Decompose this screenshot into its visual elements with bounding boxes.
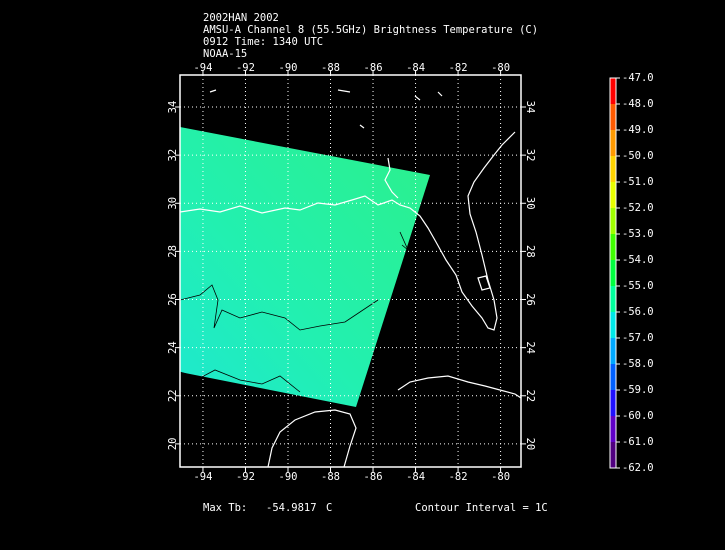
colorbar: -47.0 -48.0 -49.0 -50.0 -51.0 -52.0 -53.0 -54.0… [609,72,654,474]
colorbar-segment [610,338,616,364]
header-line: NOAA-15 [203,48,247,60]
lon-label: -80 [491,471,510,483]
lat-label: 34 [167,101,179,114]
lat-label: 34 [524,101,536,114]
coastlines [180,89,521,467]
map-area [180,75,521,467]
colorbar-label: -53.0 [622,228,654,240]
colorbar-label: -55.0 [622,280,654,292]
map-frame [179,74,522,468]
max-label: Max Tb: [203,502,247,514]
colorbar-segment [610,156,616,182]
colorbar-segment [610,208,616,234]
lat-label: 20 [524,438,536,451]
lon-label: -82 [449,471,468,483]
colorbar-label: -47.0 [622,72,654,84]
lat-label: 22 [167,389,179,402]
colorbar-segment [610,260,616,286]
colorbar-label: -48.0 [622,98,654,110]
colorbar-label: -49.0 [622,124,654,136]
lat-label: 30 [167,197,179,210]
colorbar-segment [610,312,616,338]
lat-label: 26 [524,293,536,306]
colorbar-label: -60.0 [622,410,654,422]
lon-label: -92 [236,62,255,74]
lon-label: -86 [364,471,383,483]
lon-label: -88 [321,471,340,483]
lat-label: 32 [524,149,536,162]
lon-label: -80 [491,62,510,74]
colorbar-label: -58.0 [622,358,654,370]
header-line: 0912 Time: 1340 UTC [203,36,323,48]
colorbar-label: -57.0 [622,332,654,344]
lat-label: 24 [524,341,536,354]
colorbar-label: -59.0 [622,384,654,396]
colorbar-label: -62.0 [622,462,654,474]
max-unit: C [326,502,332,514]
header-line: 2002HAN 2002 [203,12,279,24]
lon-label: -84 [406,471,425,483]
lat-label: 26 [167,293,179,306]
contour-interval: Contour Interval = 1C [415,502,548,514]
header-line: AMSU-A Channel 8 (55.5GHz) Brightness Te… [203,24,538,36]
colorbar-frame [609,77,617,469]
colorbar-segment [610,104,616,130]
colorbar-label: -61.0 [622,436,654,448]
colorbar-segment [610,286,616,312]
colorbar-segment [610,364,616,390]
lon-label: -94 [193,62,212,74]
colorbar-segment [610,442,616,468]
colorbar-segment [610,234,616,260]
lat-label: 20 [167,438,179,451]
contours [180,231,409,393]
colorbar-segment [610,390,616,416]
lat-label: 22 [524,389,536,402]
lon-label: -84 [406,62,425,74]
colorbar-segment [610,78,616,104]
lat-label: 28 [167,245,179,258]
lon-label: -92 [236,471,255,483]
colorbar-label: -56.0 [622,306,654,318]
colorbar-segment [610,182,616,208]
lon-label: -88 [321,62,340,74]
lat-label: 28 [524,245,536,258]
lon-label: -94 [193,471,212,483]
lat-label: 32 [167,149,179,162]
max-value: -54.9817 [266,502,317,514]
colorbar-label: -52.0 [622,202,654,214]
grid [180,75,521,467]
lon-label: -90 [279,62,298,74]
colorbar-label: -51.0 [622,176,654,188]
swath [180,127,430,407]
colorbar-label: -50.0 [622,150,654,162]
colorbar-label: -54.0 [622,254,654,266]
lon-label: -86 [364,62,383,74]
lon-label: -82 [449,62,468,74]
colorbar-segment [610,416,616,442]
colorbar-segment [610,130,616,156]
lon-label: -90 [279,471,298,483]
lat-label: 24 [167,341,179,354]
lat-label: 30 [524,197,536,210]
